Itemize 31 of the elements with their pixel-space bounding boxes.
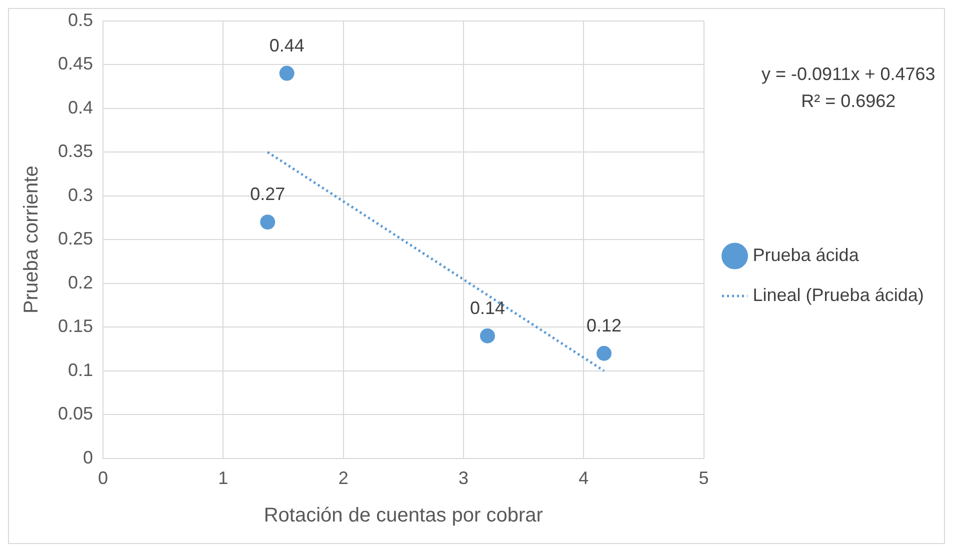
x-tick-label: 1 (218, 468, 228, 488)
x-tick-label: 0 (98, 468, 108, 488)
x-tick-label: 5 (698, 468, 709, 488)
y-tick-label: 0.25 (58, 228, 94, 249)
text: y = -0.0911x + 0.4763 (761, 64, 936, 84)
point (260, 214, 276, 230)
y-tick-label: 0.1 (68, 360, 94, 380)
x-axis-title: Rotación de cuentas por cobrar (264, 504, 544, 527)
data-label: 0.14 (470, 298, 506, 318)
y-tick-label: 0.45 (58, 54, 94, 74)
y-tick-label: 0.05 (58, 404, 94, 424)
data-label: 0.44 (269, 35, 304, 56)
y-tick-label: 0.15 (58, 316, 94, 336)
y-tick-label: 0.3 (68, 184, 94, 205)
text: R² = 0.6962 (801, 90, 896, 111)
y-tick-label: 0.5 (68, 10, 94, 30)
y-tick-label: 0.4 (68, 97, 94, 118)
y-tick-label: 0 (83, 447, 94, 468)
y-axis-title: Prueba corriente (20, 166, 43, 314)
data-label: 0.27 (250, 184, 286, 204)
x-tick-label: 3 (458, 468, 468, 488)
y-tick-label: 0.35 (58, 141, 94, 162)
legend-label: Prueba ácida (752, 244, 860, 265)
point (596, 346, 612, 361)
data-label: 0.12 (586, 315, 622, 336)
point (480, 328, 495, 344)
x-tick-label: 4 (578, 468, 589, 488)
point (279, 66, 294, 81)
legend-label: Lineal (Prueba ácida) (752, 284, 924, 305)
y-tick-label: 0.2 (68, 272, 94, 292)
x-tick-label: 2 (338, 468, 348, 488)
